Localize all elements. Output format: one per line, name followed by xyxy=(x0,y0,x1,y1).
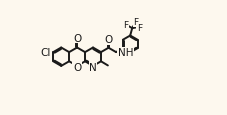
Text: O: O xyxy=(73,62,81,72)
Text: F: F xyxy=(123,21,128,30)
Text: NH: NH xyxy=(117,48,132,58)
Text: O: O xyxy=(104,35,112,45)
Text: O: O xyxy=(73,33,81,43)
Text: F: F xyxy=(136,23,141,32)
Text: N: N xyxy=(89,62,96,72)
Text: F: F xyxy=(133,18,138,27)
Text: Cl: Cl xyxy=(40,48,51,58)
